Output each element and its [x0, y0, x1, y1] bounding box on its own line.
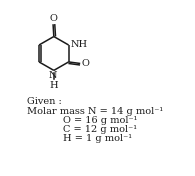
Text: O: O	[49, 14, 57, 23]
Text: O = 16 g mol⁻¹: O = 16 g mol⁻¹	[63, 116, 138, 125]
Text: O: O	[82, 59, 90, 68]
Text: Molar mass N = 14 g mol⁻¹: Molar mass N = 14 g mol⁻¹	[27, 107, 163, 116]
Text: C = 12 g mol⁻¹: C = 12 g mol⁻¹	[63, 125, 137, 134]
Text: H: H	[50, 81, 58, 90]
Text: H = 1 g mol⁻¹: H = 1 g mol⁻¹	[63, 134, 132, 143]
Text: N: N	[49, 71, 57, 80]
Text: NH: NH	[71, 40, 88, 49]
Text: Given :: Given :	[27, 97, 61, 106]
